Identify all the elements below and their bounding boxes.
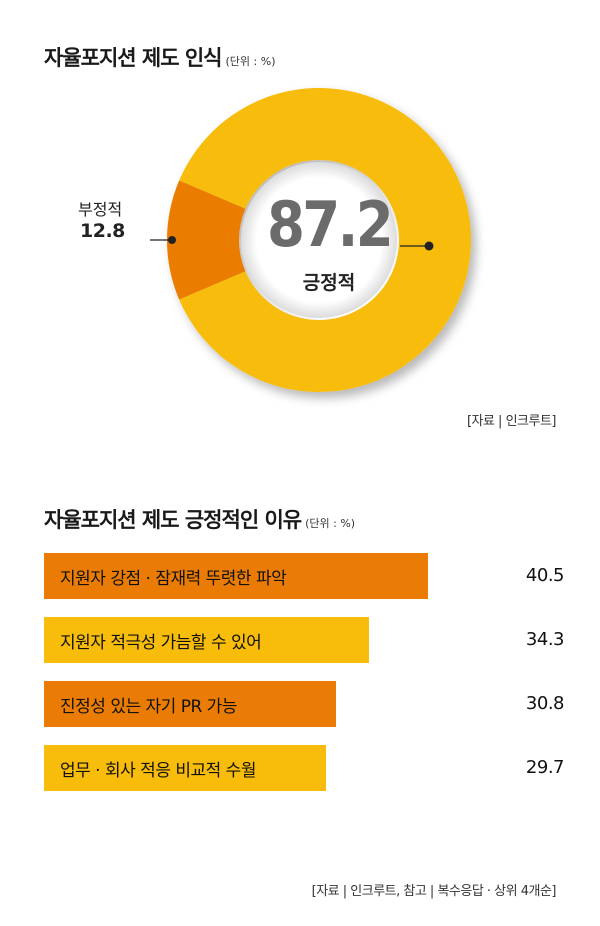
bar: 진정성 있는 자기 PR 가능: [44, 681, 337, 727]
donut-slice-negative: [167, 180, 246, 300]
bar-label: 업무 · 회사 적응 비교적 수월: [60, 760, 256, 781]
bar-row: 지원자 강점 · 잠재력 뚜렷한 파악 40.5: [44, 553, 565, 599]
bar-value-label: 30.8: [525, 693, 565, 714]
bar-value-label: 40.5: [525, 565, 565, 586]
chart2-source: [자료 | 인크루트, 참고 | 복수응답 · 상위 4개순]: [311, 884, 557, 899]
donut-chart: [150, 87, 471, 392]
bar-value-label: 34.3: [525, 629, 565, 650]
bar-row: 진정성 있는 자기 PR 가능 30.8: [44, 681, 565, 727]
chart2-title: 자율포지션 제도 긍정적인 이유 (단위 : %): [44, 504, 355, 534]
negative-value: 12.8: [80, 220, 125, 242]
chart1-source: [자료 | 인크루트]: [466, 414, 557, 429]
chart2-title-text: 자율포지션 제도 긍정적인 이유: [44, 508, 302, 532]
donut-hole: [241, 162, 397, 318]
chart1-title: 자율포지션 제도 인식 (단위 : %): [44, 42, 276, 72]
positive-label: 긍정적: [302, 272, 356, 294]
chart1-unit: (단위 : %): [225, 55, 276, 68]
bar-label: 지원자 적극성 가늠할 수 있어: [60, 632, 262, 653]
negative-label: 부정적: [78, 200, 123, 219]
bar-row: 지원자 적극성 가늠할 수 있어 34.3: [44, 617, 565, 663]
bar-label: 진정성 있는 자기 PR 가능: [60, 696, 237, 717]
positive-value: 87.2: [266, 188, 394, 261]
bar: 업무 · 회사 적응 비교적 수월: [44, 745, 326, 791]
bar: 지원자 강점 · 잠재력 뚜렷한 파악: [44, 553, 428, 599]
bar: 지원자 적극성 가늠할 수 있어: [44, 617, 370, 663]
bar-label: 지원자 강점 · 잠재력 뚜렷한 파악: [60, 568, 287, 589]
bar-row: 업무 · 회사 적응 비교적 수월 29.7: [44, 745, 565, 791]
donut-slice-positive: [179, 87, 471, 392]
chart2-unit: (단위 : %): [305, 517, 356, 530]
chart1-title-text: 자율포지션 제도 인식: [44, 46, 223, 70]
bar-value-label: 29.7: [525, 757, 565, 778]
